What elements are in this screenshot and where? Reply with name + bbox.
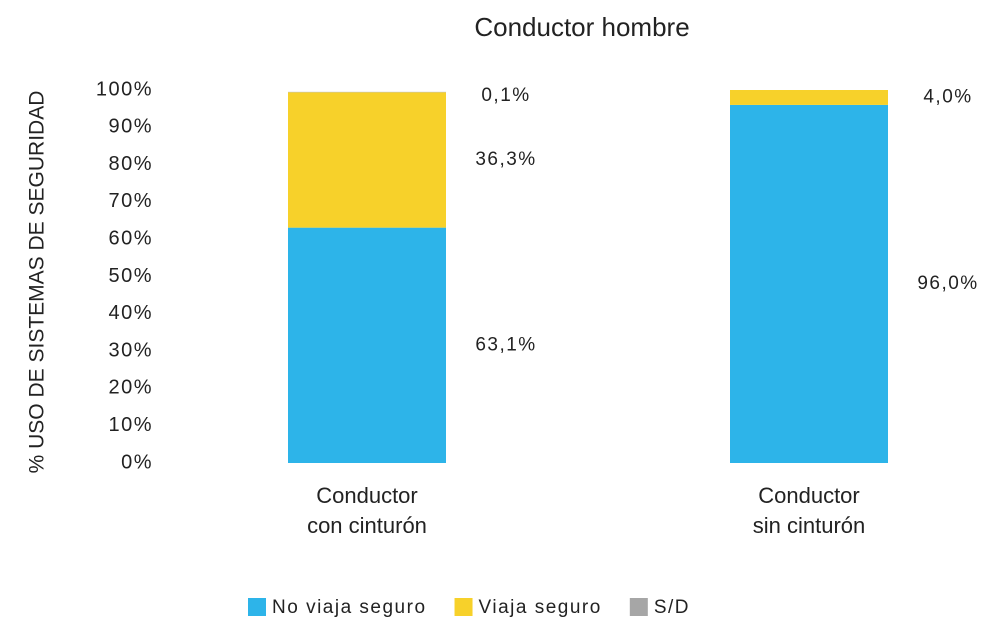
legend-label: Viaja seguro (479, 597, 602, 618)
bar-segment (288, 227, 446, 463)
y-tick-label: 40% (108, 302, 153, 324)
legend-label: No viaja seguro (272, 597, 427, 618)
x-tick-label: Conductor (758, 483, 860, 508)
y-tick-label: 10% (108, 414, 153, 436)
y-tick-label: 90% (108, 116, 153, 138)
data-label: 63,1% (475, 334, 536, 355)
y-tick-label: 30% (108, 339, 153, 361)
x-tick-label: con cinturón (307, 513, 427, 538)
data-label: 96,0% (917, 273, 978, 294)
data-label: 36,3% (475, 149, 536, 170)
chart-title: Conductor hombre (474, 12, 689, 42)
data-label: 0,1% (481, 85, 530, 106)
y-tick-label: 60% (108, 227, 153, 249)
legend-label: S/D (654, 597, 690, 618)
bar-segment (730, 104, 888, 464)
bar-segment (288, 92, 446, 228)
y-tick-label: 20% (108, 377, 153, 399)
legend-swatch (454, 598, 473, 616)
y-tick-label: 80% (108, 153, 153, 175)
y-axis-title: % USO DE SISTEMAS DE SEGURIDAD (26, 91, 49, 474)
x-tick-label: sin cinturón (753, 513, 866, 538)
y-tick-label: 100% (96, 78, 153, 100)
legend-swatch (248, 598, 266, 616)
x-tick-label: Conductor (316, 483, 418, 508)
legend-swatch (629, 598, 648, 616)
y-tick-label: 50% (108, 265, 153, 287)
bar-segment (730, 90, 888, 105)
data-label: 4,0% (923, 86, 972, 107)
y-tick-label: 70% (108, 190, 153, 212)
y-tick-label: 0% (121, 451, 153, 473)
